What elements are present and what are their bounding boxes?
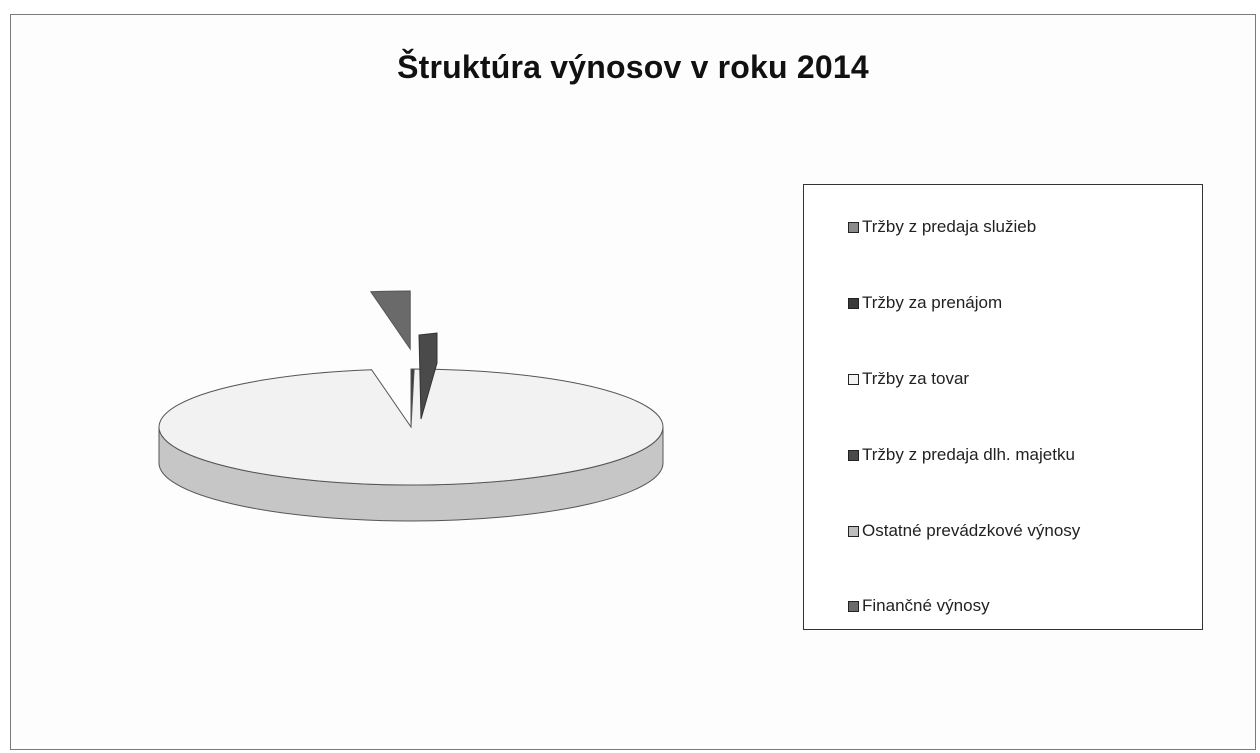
legend-item: Ostatné prevádzkové výnosy [848, 521, 1080, 541]
pie-slice-exploded-side [418, 332, 438, 420]
legend-item: Finančné výnosy [848, 596, 990, 616]
legend-item: Tržby z predaja dlh. majetku [848, 445, 1075, 465]
legend-item: Tržby za prenájom [848, 293, 1002, 313]
legend-swatch [848, 600, 859, 612]
legend-label: Tržby za prenájom [862, 293, 1003, 312]
legend-label: Tržby z predaja služieb [862, 217, 1037, 236]
chart-title: Štruktúra výnosov v roku 2014 [397, 49, 869, 85]
pie-chart [158, 290, 664, 522]
legend-swatch [848, 449, 859, 461]
legend-label: Tržby z predaja dlh. majetku [862, 445, 1075, 464]
legend-label: Tržby za tovar [862, 369, 970, 388]
legend-label: Finančné výnosy [862, 596, 990, 615]
legend-swatch [848, 525, 859, 537]
legend-item: Tržby za tovar [848, 369, 969, 389]
legend-item: Tržby z predaja služieb [848, 217, 1036, 237]
pie-slice [369, 290, 411, 351]
legend: Tržby z predaja služieb Tržby za prenájom… [803, 184, 1203, 630]
pie-slice [158, 368, 664, 486]
legend-swatch [848, 373, 859, 385]
legend-swatch [848, 297, 859, 309]
chart-area: Štruktúra výnosov v roku 2014 Tržby z pr… [10, 14, 1256, 750]
legend-swatch [848, 221, 859, 233]
legend-label: Ostatné prevádzkové výnosy [862, 521, 1081, 540]
